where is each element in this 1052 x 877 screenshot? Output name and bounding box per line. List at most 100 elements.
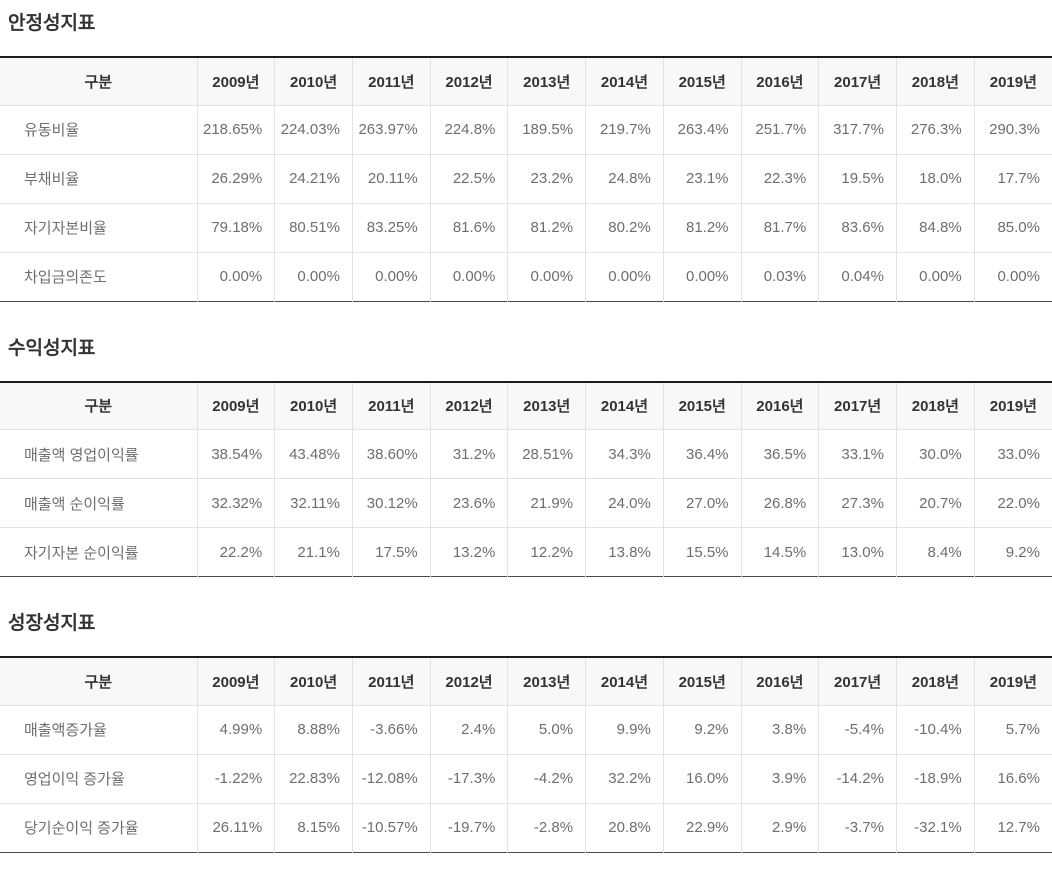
value-cell: 9.2% <box>662 705 742 755</box>
row-label-cell: 영업이익 증가율 <box>0 754 197 804</box>
value-cell: 5.0% <box>507 705 586 755</box>
value-cell: 22.9% <box>662 803 742 852</box>
value-cell: 81.2% <box>662 203 742 253</box>
value-cell: 263.4% <box>662 105 742 155</box>
value-cell: 0.00% <box>429 252 508 301</box>
value-cell: 20.7% <box>895 478 975 528</box>
value-cell: -1.22% <box>196 754 275 804</box>
value-cell: -10.57% <box>351 803 431 852</box>
year-column-header: 2009년 <box>196 657 275 706</box>
year-column-header: 2018년 <box>895 657 975 706</box>
value-cell: 32.11% <box>274 478 353 528</box>
value-cell: 43.48% <box>274 429 353 479</box>
value-cell: 219.7% <box>585 105 664 155</box>
value-cell: 81.7% <box>740 203 819 253</box>
value-cell: 0.00% <box>973 252 1052 301</box>
value-cell: 30.12% <box>351 478 431 528</box>
table-row: 자기자본비율 79.18% 80.51% 83.25% 81.6% 81.2% 80.2% 8… <box>0 203 1052 253</box>
value-cell: 32.2% <box>585 754 664 804</box>
value-cell: 21.1% <box>274 527 353 577</box>
row-label-cell: 당기순이익 증가율 <box>24 820 139 837</box>
year-column-header: 2010년 <box>274 657 353 706</box>
table-body: 유동비율 218.65% 224.03% 263.97% 224.8% 189.5% 219… <box>0 105 1052 301</box>
value-cell: 26.8% <box>740 478 819 528</box>
value-cell: 0.00% <box>351 252 431 301</box>
value-cell: 81.6% <box>429 203 508 253</box>
table-header-row: 구분 2009년 2010년 2011년 2012년 2013년 2014년 2015년 201… <box>0 381 1052 430</box>
value-cell: 33.0% <box>973 429 1052 479</box>
value-cell: 224.8% <box>429 105 508 155</box>
row-label-cell: 자기자본비율 <box>0 203 197 253</box>
value-cell: 13.2% <box>429 527 508 577</box>
value-cell: 0.00% <box>585 252 664 301</box>
stability-indicators-table: 구분 2009년 2010년 2011년 2012년 2013년 2014년 2015년 201… <box>0 56 1052 302</box>
row-label-cell: 매출액증가율 <box>0 705 197 755</box>
table-row: 영업이익 증가율 -1.22% 22.83% -12.08% -17.3% -4.2% 32… <box>0 754 1052 804</box>
value-cell: -4.2% <box>507 754 586 804</box>
value-cell: 9.9% <box>585 705 664 755</box>
year-column-header: 2012년 <box>429 381 508 430</box>
value-cell: 3.8% <box>740 705 819 755</box>
value-cell: 33.1% <box>818 429 897 479</box>
value-cell: 26.11% <box>196 803 275 852</box>
value-cell: -14.2% <box>818 754 897 804</box>
value-cell: 22.3% <box>740 154 819 204</box>
value-cell: 3.9% <box>740 754 819 804</box>
value-cell: 0.03% <box>740 252 819 301</box>
value-cell: 22.83% <box>274 754 353 804</box>
value-cell: 81.2% <box>507 203 586 253</box>
year-column-header: 2019년 <box>973 381 1052 430</box>
label-column-header: 구분 <box>0 657 197 706</box>
value-cell: 0.00% <box>895 252 975 301</box>
value-cell: 80.51% <box>274 203 353 253</box>
year-column-header: 2015년 <box>662 381 742 430</box>
value-cell: 27.0% <box>662 478 742 528</box>
value-cell: 23.2% <box>507 154 586 204</box>
year-column-header: 2014년 <box>585 57 664 106</box>
value-cell: 317.7% <box>818 105 897 155</box>
section-stability: 안정성지표 구분 2009년 2010년 2011년 2012년 2013년 2014년 20… <box>0 10 1052 302</box>
value-cell: -19.7% <box>429 803 508 852</box>
value-cell: 0.00% <box>274 252 353 301</box>
year-column-header: 2009년 <box>196 381 275 430</box>
row-label-cell: 부채비율 <box>0 154 197 204</box>
year-column-header: 2019년 <box>973 57 1052 106</box>
value-cell: -3.66% <box>351 705 431 755</box>
table-row: 자기자본 순이익률 22.2% 21.1% 17.5% 13.2% 12.2% 13.8% 1… <box>0 527 1052 577</box>
value-cell: 38.54% <box>196 429 275 479</box>
value-cell: 189.5% <box>507 105 586 155</box>
value-cell: 24.0% <box>585 478 664 528</box>
value-cell: 26.29% <box>196 154 275 204</box>
value-cell: 0.00% <box>196 252 275 301</box>
value-cell: 30.0% <box>895 429 975 479</box>
value-cell: 83.25% <box>351 203 431 253</box>
value-cell: 15.5% <box>662 527 742 577</box>
table-header-row: 구분 2009년 2010년 2011년 2012년 2013년 2014년 2015년 201… <box>0 657 1052 706</box>
table-row: 당기순이익 증가율 26.11% 8.15% -10.57% -19.7% -2.8% 20… <box>0 803 1052 852</box>
value-cell: 22.2% <box>196 527 275 577</box>
growth-indicators-table: 구분 2009년 2010년 2011년 2012년 2013년 2014년 2015년 201… <box>0 656 1052 853</box>
row-label-cell: 유동비율 <box>0 105 197 155</box>
year-column-header: 2015년 <box>662 657 742 706</box>
year-column-header: 2013년 <box>507 657 586 706</box>
year-column-header: 2013년 <box>507 57 586 106</box>
value-cell: 24.21% <box>274 154 353 204</box>
year-column-header: 2011년 <box>351 381 431 430</box>
table-row: 차입금의존도 0.00% 0.00% 0.00% 0.00% 0.00% 0.00% 0.00… <box>0 252 1052 301</box>
value-cell: 16.0% <box>662 754 742 804</box>
year-column-header: 2017년 <box>818 381 897 430</box>
value-cell: 5.7% <box>973 705 1052 755</box>
value-cell: 17.7% <box>973 154 1052 204</box>
table-row: 부채비율 26.29% 24.21% 20.11% 22.5% 23.2% 24.8% 23.… <box>0 154 1052 204</box>
year-column-header: 2018년 <box>895 381 975 430</box>
year-column-header: 2010년 <box>274 381 353 430</box>
value-cell: 80.2% <box>585 203 664 253</box>
value-cell: 251.7% <box>740 105 819 155</box>
value-cell: 13.8% <box>585 527 664 577</box>
year-column-header: 2013년 <box>507 381 586 430</box>
row-label-cell: 매출액 영업이익률 <box>0 429 197 479</box>
value-cell: 38.60% <box>351 429 431 479</box>
value-cell: 22.5% <box>429 154 508 204</box>
value-cell: 28.51% <box>507 429 586 479</box>
value-cell: 290.3% <box>973 105 1052 155</box>
